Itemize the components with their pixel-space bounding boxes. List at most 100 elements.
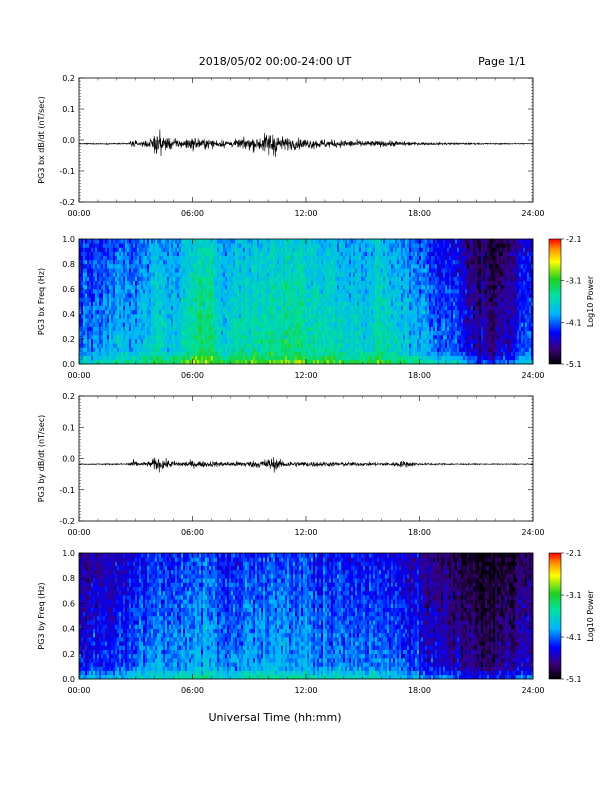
- spectrogram-cell: [355, 359, 358, 365]
- spectrogram-cell: [309, 343, 312, 348]
- spectrogram-cell: [301, 239, 304, 244]
- spectrogram-cell: [247, 330, 250, 336]
- spectrogram-cell: [241, 355, 244, 361]
- spectrogram-cell: [395, 280, 398, 286]
- spectrogram-cell: [379, 305, 382, 311]
- spectrogram-cell: [145, 297, 148, 302]
- spectrogram-cell: [157, 264, 160, 269]
- spectrogram-cell: [343, 351, 346, 357]
- spectrogram-cell: [377, 326, 380, 332]
- spectrogram-cell: [385, 301, 388, 307]
- spectrogram-cell: [155, 334, 158, 340]
- spectrogram-cell: [237, 247, 240, 252]
- spectrogram-cell: [197, 351, 200, 357]
- spectrogram-cell: [399, 339, 402, 344]
- spectrogram-cell: [323, 297, 326, 302]
- spectrogram-cell: [95, 289, 98, 294]
- spectrogram-cell: [199, 268, 202, 273]
- spectrogram-cell: [269, 301, 272, 307]
- spectrogram-cell: [383, 330, 386, 336]
- spectrogram-cell: [173, 330, 176, 336]
- spectrogram-cell: [139, 297, 142, 302]
- spectrogram-cell: [173, 284, 176, 290]
- spectrogram-cell: [323, 301, 326, 307]
- spectrogram-cell: [275, 347, 278, 352]
- spectrogram-cell: [129, 318, 132, 323]
- spectrogram-cell: [221, 347, 224, 352]
- spectrogram-cell: [263, 359, 266, 365]
- spectrogram-cell: [129, 330, 132, 336]
- spectrogram-cell: [359, 334, 362, 340]
- spectrogram-cell: [339, 326, 342, 332]
- spectrogram-cell: [107, 293, 110, 298]
- spectrogram-cell: [169, 297, 172, 302]
- spectrogram-cell: [235, 247, 238, 252]
- spectrogram-cell: [361, 339, 364, 344]
- spectrogram-cell: [185, 289, 188, 294]
- spectrogram-cell: [97, 251, 100, 257]
- spectrogram-cell: [179, 301, 182, 307]
- spectrogram-cell: [217, 289, 220, 294]
- spectrogram-cell: [213, 259, 216, 265]
- spectrogram-cell: [339, 259, 342, 265]
- spectrogram-cell: [275, 314, 278, 319]
- spectrogram-cell: [189, 239, 192, 244]
- spectrogram-cell: [91, 297, 94, 302]
- spectrogram-cell: [149, 247, 152, 252]
- spectrogram-cell: [153, 330, 156, 336]
- spectrogram-cell: [259, 289, 262, 294]
- spectrogram-cell: [295, 272, 298, 277]
- spectrogram-cell: [359, 297, 362, 302]
- spectrogram-cell: [161, 293, 164, 298]
- spectrogram-cell: [175, 309, 178, 315]
- spectrogram-cell: [347, 239, 350, 244]
- spectrogram-cell: [183, 293, 186, 298]
- spectrogram-cell: [79, 301, 82, 307]
- spectrogram-cell: [107, 347, 110, 352]
- spectrogram-cell: [217, 339, 220, 344]
- spectrogram-cell: [235, 272, 238, 277]
- spectrogram-cell: [375, 280, 378, 286]
- spectrogram-cell: [229, 255, 232, 261]
- spectrogram-cell: [213, 355, 216, 361]
- spectrogram-cell: [93, 264, 96, 269]
- spectrogram-cell: [197, 334, 200, 340]
- spectrogram-cell: [193, 359, 196, 365]
- spectrogram-cell: [155, 355, 158, 361]
- spectrogram-cell: [361, 268, 364, 273]
- spectrogram-cell: [347, 322, 350, 327]
- spectrogram-cell: [333, 264, 336, 269]
- spectrogram-cell: [323, 334, 326, 340]
- spectrogram-cell: [91, 280, 94, 286]
- spectrogram-cell: [193, 243, 196, 248]
- spectrogram-cell: [365, 280, 368, 286]
- spectrogram-cell: [143, 259, 146, 265]
- spectrogram-cell: [221, 251, 224, 257]
- spectrogram-cell: [399, 259, 402, 265]
- spectrogram-cell: [311, 347, 314, 352]
- spectrogram-cell: [333, 347, 336, 352]
- spectrogram-cell: [87, 305, 90, 311]
- spectrogram-cell: [287, 301, 290, 307]
- spectrogram-cell: [89, 351, 92, 357]
- spectrogram-cell: [389, 355, 392, 361]
- spectrogram-cell: [389, 318, 392, 323]
- spectrogram-cell: [79, 276, 82, 282]
- spectrogram-cell: [381, 318, 384, 323]
- spectrogram-cell: [249, 272, 252, 277]
- spectrogram-cell: [213, 351, 216, 357]
- spectrogram-cell: [79, 343, 82, 348]
- spectrogram-cell: [305, 251, 308, 257]
- spectrogram-cell: [257, 289, 260, 294]
- spectrogram-cell: [345, 301, 348, 307]
- spectrogram-cell: [239, 264, 242, 269]
- spectrogram-cell: [211, 322, 214, 327]
- spectrogram-cell: [209, 326, 212, 332]
- spectrogram-cell: [103, 276, 106, 282]
- x-tick-label: 12:00: [294, 209, 317, 218]
- spectrogram-cell: [229, 309, 232, 315]
- spectrogram-cell: [99, 330, 102, 336]
- spectrogram-cell: [377, 305, 380, 311]
- spectrogram-cell: [269, 330, 272, 336]
- spectrogram-cell: [389, 309, 392, 315]
